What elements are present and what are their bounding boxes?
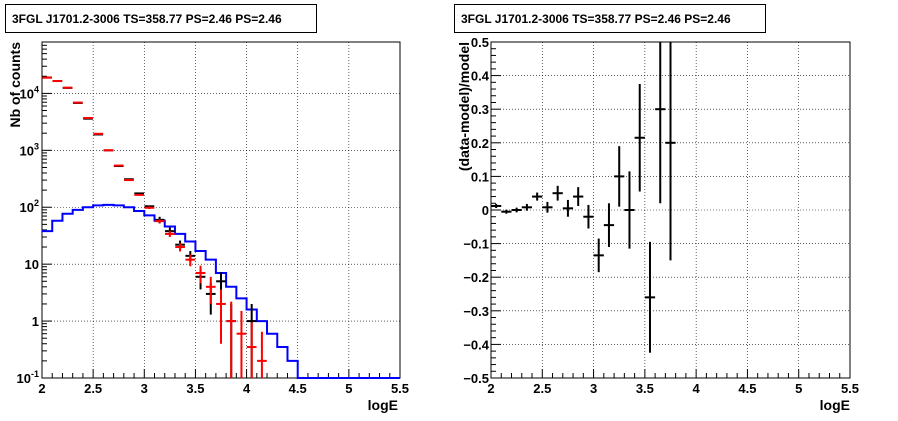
model-point <box>246 322 257 378</box>
counts-y-axis-label: Nb of counts <box>7 42 23 128</box>
residual-point <box>532 192 543 201</box>
counts-y-tick-label: 104 <box>20 84 39 101</box>
counts-x-tick-label: 3 <box>141 381 148 396</box>
counts-y-tick-label: 103 <box>20 141 39 158</box>
residual-point <box>511 207 522 213</box>
counts-y-tick-label: 10-1 <box>17 369 39 386</box>
counts-x-tick-label: 5.5 <box>391 381 409 396</box>
model-component-step-line <box>42 203 400 379</box>
counts-x-tick-label: 2.5 <box>84 381 102 396</box>
residuals-x-tick-label: 3.5 <box>636 381 654 396</box>
residuals-y-tick-label: 0.5 <box>471 35 489 50</box>
model-point <box>175 243 185 252</box>
residuals-grid <box>491 42 850 378</box>
residuals-x-tick-label: 5 <box>795 381 802 396</box>
residuals-series <box>491 42 676 353</box>
model-point <box>124 179 134 182</box>
residuals-y-tick-label: −0.3 <box>463 304 489 319</box>
counts-series <box>42 76 400 379</box>
model-point <box>226 301 237 378</box>
residual-point <box>552 185 563 201</box>
residual-point <box>573 187 584 206</box>
residual-point <box>603 203 615 247</box>
counts-axis-ticks: 2 2.5 3 3.5 4 4.5 5 5.5 10-1 1 10 102 103 104 <box>17 41 409 396</box>
residuals-y-tick-label: 0.3 <box>471 102 489 117</box>
residual-point <box>665 42 676 261</box>
residuals-y-tick-label: 0 <box>482 203 489 218</box>
residual-point <box>614 146 625 207</box>
model-point <box>195 265 206 284</box>
model-point <box>134 193 145 196</box>
residual-point <box>583 204 594 229</box>
model-point <box>257 331 267 378</box>
residuals-y-tick-label: 0.1 <box>471 169 489 184</box>
residual-point <box>521 203 533 211</box>
model-point <box>205 276 216 304</box>
residuals-y-tick-label: 0.4 <box>471 69 490 84</box>
model-point <box>144 206 155 210</box>
residual-point <box>655 42 666 204</box>
residual-point <box>593 238 604 273</box>
counts-histogram-chart: 2 2.5 3 3.5 4 4.5 5 5.5 10-1 1 10 102 103 104 logE Nb… <box>7 41 409 413</box>
residuals-y-axis-label: (data-model)/model <box>456 42 472 171</box>
counts-y-tick-label: 10 <box>25 257 39 272</box>
residuals-x-tick-label: 4 <box>693 381 701 396</box>
residuals-x-tick-label: 2 <box>487 381 494 396</box>
residual-point <box>501 209 512 214</box>
model-point <box>154 219 165 224</box>
counts-chart-title: 3FGL J1701.2-3006 TS=358.77 PS=2.46 PS=2… <box>5 4 317 33</box>
model-point <box>216 289 226 344</box>
counts-x-tick-label: 4.5 <box>289 381 307 396</box>
residual-point <box>634 84 645 192</box>
residual-point <box>542 201 553 213</box>
residuals-y-tick-label: −0.1 <box>463 237 489 252</box>
model-point <box>164 231 175 238</box>
residuals-x-tick-label: 3 <box>590 381 597 396</box>
residuals-x-axis-label: logE <box>820 397 850 413</box>
counts-y-tick-label: 1 <box>32 314 39 329</box>
residuals-x-tick-label: 5.5 <box>841 381 859 396</box>
residuals-x-tick-label: 4.5 <box>738 381 756 396</box>
residual-point <box>644 241 656 353</box>
counts-x-tick-label: 5 <box>345 381 352 396</box>
counts-x-axis-label: logE <box>368 397 398 413</box>
residuals-chart-title: 3FGL J1701.2-3006 TS=358.77 PS=2.46 PS=2… <box>454 4 766 33</box>
model-point <box>185 254 196 267</box>
residual-point <box>624 171 635 249</box>
residuals-y-tick-label: −0.4 <box>463 337 489 352</box>
residuals-x-tick-label: 2.5 <box>533 381 551 396</box>
residuals-y-tick-label: 0.2 <box>471 136 489 151</box>
counts-y-tick-label: 102 <box>20 198 39 215</box>
residuals-axis-ticks: 2 2.5 3 3.5 4 4.5 5 5.5 −0.5 −0.4 −0.3 −0.2 −0.1 0 0.1… <box>463 35 859 396</box>
model-point <box>236 311 247 378</box>
residual-point <box>562 199 574 217</box>
residual-point <box>491 203 502 208</box>
counts-x-tick-label: 4 <box>243 381 251 396</box>
counts-x-tick-label: 3.5 <box>186 381 204 396</box>
counts-x-tick-label: 2 <box>38 381 45 396</box>
residuals-y-tick-label: −0.2 <box>463 270 489 285</box>
residuals-y-tick-label: −0.5 <box>463 371 489 386</box>
